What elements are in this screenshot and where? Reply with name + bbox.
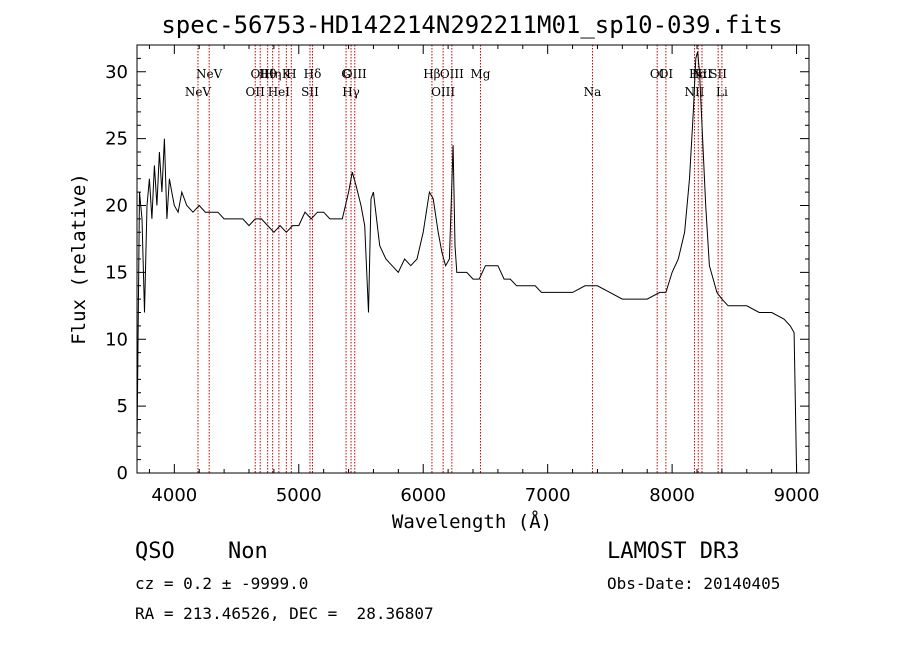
line-marker-label: OIII — [431, 85, 455, 99]
line-marker-label: OI — [650, 67, 665, 81]
line-marker-label: OII — [246, 85, 266, 99]
line-marker-label: Mg — [470, 67, 490, 81]
line-marker-label: OIII — [440, 67, 464, 81]
y-tick-label: 30 — [105, 62, 128, 83]
line-marker-label: OI — [659, 67, 674, 81]
y-tick-label: 0 — [117, 463, 128, 484]
line-marker-label: OII — [251, 67, 271, 81]
x-tick-label: 4000 — [151, 485, 197, 506]
line-marker-label: G — [341, 67, 351, 81]
plot-frame — [136, 44, 810, 474]
spectrum-layer — [136, 51, 798, 474]
y-tick-label: 25 — [105, 129, 128, 150]
line-marker-label: Hη — [264, 67, 282, 81]
line-marker-label: NeV — [196, 67, 223, 81]
line-marker-label: K — [282, 67, 292, 81]
line-marker-label: HeI — [268, 85, 291, 99]
coordinates-text: RA = 213.46526, DEC = 28.36807 — [135, 604, 434, 623]
line-marker-label: Hγ — [342, 85, 360, 99]
x-tick-label: 7000 — [525, 485, 571, 506]
survey-label: LAMOST DR3 — [607, 539, 740, 564]
x-tick-label: 9000 — [774, 485, 820, 506]
line-marker-label: Hα — [689, 67, 708, 81]
chart-title: spec-56753-HD142214N292211M01_sp10-039.f… — [161, 11, 782, 39]
spectrum-line-0 — [136, 51, 798, 474]
line-marker-label: NeV — [185, 85, 212, 99]
y-axis-label: Flux (relative) — [68, 173, 90, 345]
line-marker-label: Li — [716, 85, 728, 99]
object-class: QSO — [135, 539, 175, 564]
x-axis-label: Wavelength (Å) — [392, 510, 552, 533]
line-marker-label: SII — [301, 85, 319, 99]
line-marker-label: Hθ — [259, 67, 277, 81]
x-axis: 4000 5000 6000 7000 8000 9000 — [148, 45, 820, 506]
object-subclass: Non — [228, 539, 268, 564]
line-marker-label: H — [286, 67, 296, 81]
y-tick-label: 20 — [105, 196, 128, 217]
line-marker-label: OIII — [343, 67, 367, 81]
line-marker-label: Hδ — [304, 67, 322, 81]
y-tick-label: 10 — [105, 329, 128, 350]
y-axis: 0 5 10 15 20 25 30 — [105, 57, 809, 484]
y-tick-label: 15 — [105, 262, 128, 283]
line-marker-label: Na — [584, 85, 602, 99]
line-marker-label: SII — [709, 67, 727, 81]
line-marker-label: NII — [692, 67, 712, 81]
line-marker-label: Hβ — [423, 67, 440, 81]
redshift-text: cz = 0.2 ± -9999.0 — [135, 574, 309, 593]
x-tick-label: 6000 — [400, 485, 446, 506]
obs-date-text: Obs-Date: 20140405 — [607, 574, 781, 593]
y-tick-label: 5 — [117, 396, 128, 417]
x-tick-label: 5000 — [276, 485, 322, 506]
x-tick-label: 8000 — [649, 485, 695, 506]
